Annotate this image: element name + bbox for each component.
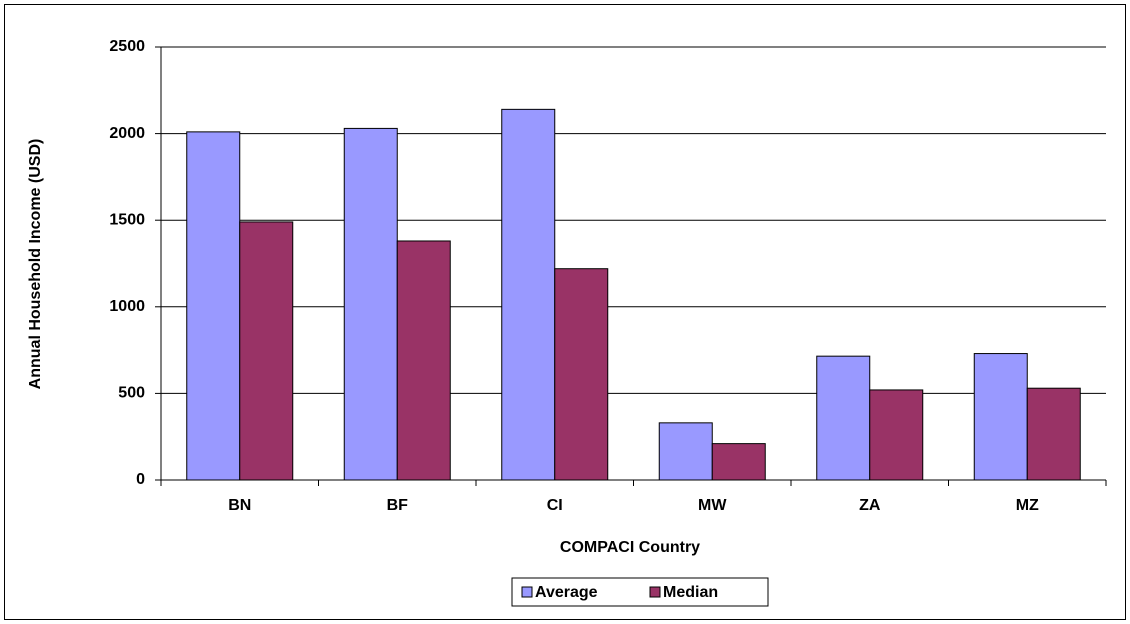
x-tick-label: MW [698,497,727,514]
legend-swatch [521,586,533,598]
y-tick-label: 1500 [109,211,145,228]
y-tick-label: 2500 [109,38,145,55]
legend-label: Median [663,584,718,601]
x-tick-label: BN [228,497,251,514]
y-tick-label: 500 [118,385,145,402]
legend-label: Average [535,584,598,601]
bar [396,240,451,481]
bar [343,127,398,481]
x-tick-label: MZ [1016,497,1039,514]
y-axis-label: Annual Household Income (USD) [27,139,44,390]
bar [554,268,609,481]
y-tick-label: 1000 [109,298,145,315]
bar [239,221,294,481]
x-tick-label: ZA [859,497,881,514]
y-tick-label: 2000 [109,125,145,142]
bar [816,355,871,481]
legend-swatch [649,586,661,598]
x-tick-label: CI [547,497,563,514]
bar [186,131,241,481]
y-tick-label: 0 [136,471,145,488]
legend-box [511,577,769,607]
bar [501,108,556,481]
bar [711,443,766,481]
x-axis-label: COMPACI Country [560,539,700,556]
x-tick-label: BF [387,497,409,514]
bar [869,389,924,481]
bar [1026,387,1081,481]
bar [973,353,1028,481]
bar [658,422,713,481]
